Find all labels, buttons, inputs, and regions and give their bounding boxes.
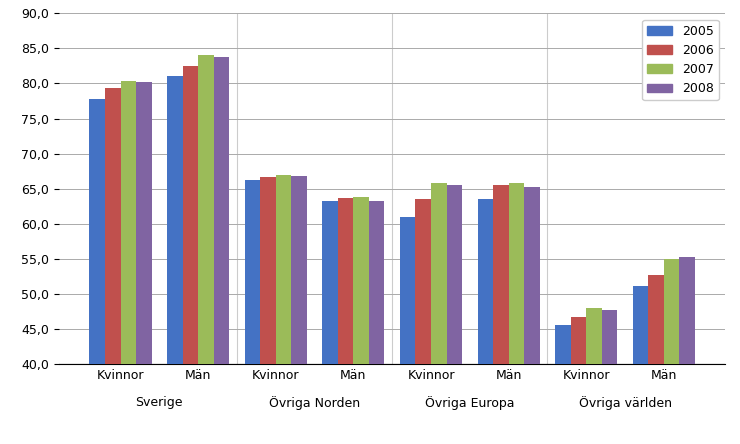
Bar <box>354 197 369 444</box>
Bar <box>245 179 260 444</box>
Bar <box>260 177 276 444</box>
Bar <box>586 308 602 444</box>
Text: Övriga världen: Övriga världen <box>579 396 672 410</box>
Bar <box>555 325 571 444</box>
Bar <box>524 186 539 444</box>
Bar <box>323 201 338 444</box>
Text: Övriga Europa: Övriga Europa <box>425 396 514 410</box>
Bar <box>369 201 385 444</box>
Bar <box>167 76 183 444</box>
Text: Sverige: Sverige <box>135 396 183 408</box>
Bar <box>276 174 292 444</box>
Text: Övriga Norden: Övriga Norden <box>269 396 360 410</box>
Bar <box>664 259 679 444</box>
Bar <box>508 183 524 444</box>
Bar <box>477 199 493 444</box>
Legend: 2005, 2006, 2007, 2008: 2005, 2006, 2007, 2008 <box>642 20 719 100</box>
Bar <box>338 198 354 444</box>
Bar <box>571 317 586 444</box>
Bar <box>90 99 105 444</box>
Bar <box>648 275 664 444</box>
Bar <box>121 81 136 444</box>
Bar <box>633 285 648 444</box>
Bar <box>493 185 508 444</box>
Bar <box>105 88 121 444</box>
Bar <box>679 258 695 444</box>
Bar <box>198 56 214 444</box>
Bar <box>431 183 446 444</box>
Bar <box>446 185 462 444</box>
Bar <box>400 217 415 444</box>
Bar <box>292 176 307 444</box>
Bar <box>214 57 229 444</box>
Bar <box>602 310 617 444</box>
Bar <box>183 66 198 444</box>
Bar <box>415 199 431 444</box>
Bar <box>136 82 152 444</box>
